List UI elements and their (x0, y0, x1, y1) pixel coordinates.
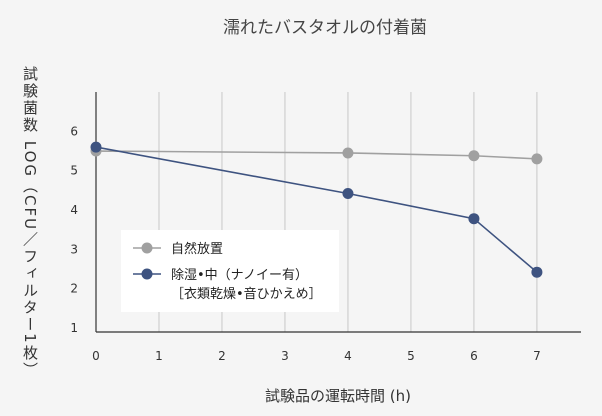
data-point (342, 188, 354, 200)
x-tick-label: 4 (344, 349, 352, 363)
legend-box (121, 230, 339, 312)
data-point (531, 266, 543, 278)
x-tick-label: 2 (218, 349, 226, 363)
series-layer (90, 141, 543, 278)
data-point (342, 147, 354, 159)
y-tick-label: 6 (70, 124, 78, 138)
x-axis-label: 試験品の運転時間 (h) (265, 387, 411, 405)
legend-label: 除湿•中（ナノイー有） (171, 268, 308, 283)
y-tick-label: 3 (70, 242, 78, 256)
data-point (90, 141, 102, 153)
y-tick-label: 2 (70, 282, 78, 296)
series-line (95, 146, 538, 273)
data-point (468, 213, 480, 225)
legend-swatch-marker (141, 242, 153, 254)
data-point (531, 153, 543, 165)
x-tick-label: 1 (155, 349, 163, 363)
legend-swatch-marker (141, 268, 153, 280)
y-tick-label: 1 (70, 321, 78, 335)
data-point (468, 150, 480, 162)
series-line (95, 150, 537, 160)
legend-label: ［衣類乾燥•音ひかえめ］ (171, 286, 322, 302)
y-axis-label: 試験菌数 LOG（CFU／フィルター1枚） (21, 66, 39, 379)
x-tick-label: 0 (92, 349, 100, 363)
x-tick-label: 7 (533, 349, 541, 363)
x-tick-label: 6 (470, 349, 478, 363)
x-tick-label: 3 (281, 349, 289, 363)
grid-layer (158, 92, 538, 332)
y-tick-label: 5 (70, 164, 78, 178)
x-tick-label: 5 (407, 349, 415, 363)
legend-label: 自然放置 (171, 241, 223, 257)
y-tick-label: 4 (70, 203, 78, 217)
chart-title: 濡れたバスタオルの付着菌 (223, 18, 427, 38)
